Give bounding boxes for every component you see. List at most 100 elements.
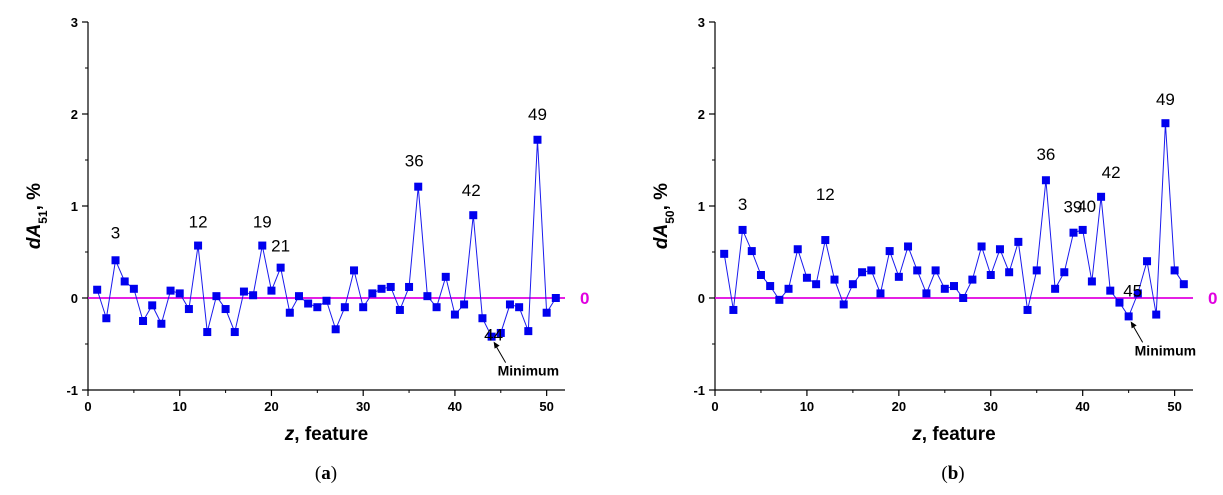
- data-point: [1152, 310, 1161, 319]
- data-point: [120, 277, 129, 286]
- data-point: [331, 325, 340, 334]
- data-point: [950, 282, 958, 291]
- data-point: [821, 236, 830, 245]
- data-point: [359, 303, 368, 312]
- data-point: [1115, 298, 1124, 307]
- data-point: [894, 272, 903, 281]
- data-point: [1078, 225, 1087, 234]
- data-point: [304, 299, 313, 308]
- data-point: [194, 241, 203, 250]
- data-point: [1087, 277, 1096, 286]
- data-point: [166, 286, 175, 295]
- x-tick-label: 40: [1075, 399, 1089, 414]
- x-tick-label: 10: [172, 399, 186, 414]
- data-point: [766, 282, 775, 291]
- data-point: [1023, 305, 1032, 314]
- data-point: [313, 303, 322, 312]
- data-point: [1069, 228, 1078, 237]
- data-point: [1060, 268, 1069, 277]
- data-point: [322, 296, 331, 305]
- y-axis-title: dA50, %: [651, 183, 677, 249]
- data-point: [441, 272, 450, 281]
- data-point: [377, 284, 386, 293]
- x-tick-label: 40: [448, 399, 462, 414]
- data-point: [986, 271, 995, 279]
- zero-line-label: 0: [1208, 289, 1217, 308]
- x-tick-label: 50: [1167, 399, 1181, 414]
- minimum-label: Minimum: [498, 363, 559, 379]
- x-tick-label: 30: [356, 399, 370, 414]
- data-point: [505, 300, 514, 309]
- data-point: [885, 247, 894, 256]
- data-point: [460, 300, 469, 309]
- data-point: [551, 294, 560, 302]
- data-point: [1041, 176, 1050, 185]
- data-point: [775, 295, 784, 304]
- x-tick-label: 0: [711, 399, 718, 414]
- data-point: [203, 328, 212, 337]
- data-point: [496, 328, 505, 337]
- x-tick-label: 20: [892, 399, 906, 414]
- data-point: [876, 289, 885, 298]
- data-point: [1170, 266, 1179, 275]
- data-point: [738, 225, 747, 234]
- data-point: [784, 284, 793, 293]
- data-point: [904, 242, 913, 251]
- data-point: [830, 275, 839, 284]
- data-point: [542, 308, 551, 317]
- data-point: [747, 247, 756, 256]
- data-point: [1051, 284, 1060, 293]
- data-point: [175, 289, 184, 298]
- data-point: [1124, 312, 1133, 321]
- x-tick-label: 0: [84, 399, 91, 414]
- minimum-arrow-head: [493, 341, 500, 349]
- point-annotation: 42: [1102, 163, 1121, 182]
- y-tick-label: 2: [698, 107, 705, 122]
- data-point: [212, 292, 221, 301]
- point-annotation: 12: [816, 185, 835, 204]
- data-point: [959, 294, 968, 302]
- data-point: [1133, 289, 1142, 298]
- data-point: [977, 242, 986, 251]
- point-annotation: 40: [1077, 197, 1096, 216]
- data-point: [793, 245, 802, 254]
- data-point: [469, 211, 478, 220]
- data-point: [111, 256, 120, 265]
- y-tick-label: 1: [698, 199, 705, 214]
- data-point: [867, 266, 876, 275]
- panel-caption: (b): [941, 463, 964, 484]
- point-annotation: 3: [111, 223, 120, 242]
- data-point: [968, 275, 977, 284]
- series-line: [96, 139, 557, 338]
- data-point: [395, 305, 404, 314]
- data-point: [995, 245, 1004, 254]
- data-point: [515, 303, 524, 312]
- y-tick-label: -1: [66, 383, 78, 398]
- point-annotation: 39: [1063, 198, 1082, 217]
- point-annotation: 19: [253, 213, 272, 232]
- data-point: [1014, 237, 1023, 246]
- data-point: [276, 263, 285, 272]
- y-tick-label: 1: [71, 199, 78, 214]
- data-point: [1097, 192, 1106, 201]
- panel-caption: (a): [315, 463, 337, 484]
- x-tick-label: 30: [984, 399, 998, 414]
- data-point: [478, 314, 487, 323]
- data-point: [258, 241, 267, 250]
- point-annotation: 44: [484, 326, 503, 345]
- data-point: [487, 332, 496, 341]
- data-point: [386, 282, 395, 291]
- data-point: [940, 284, 949, 293]
- data-point: [450, 310, 459, 319]
- minimum-label: Minimum: [1135, 342, 1196, 358]
- x-tick-label: 10: [800, 399, 814, 414]
- data-point: [1161, 119, 1170, 128]
- data-point: [221, 305, 230, 314]
- data-point: [157, 319, 166, 328]
- data-point: [184, 305, 193, 314]
- y-tick-label: 0: [71, 291, 78, 306]
- y-tick-label: 2: [71, 107, 78, 122]
